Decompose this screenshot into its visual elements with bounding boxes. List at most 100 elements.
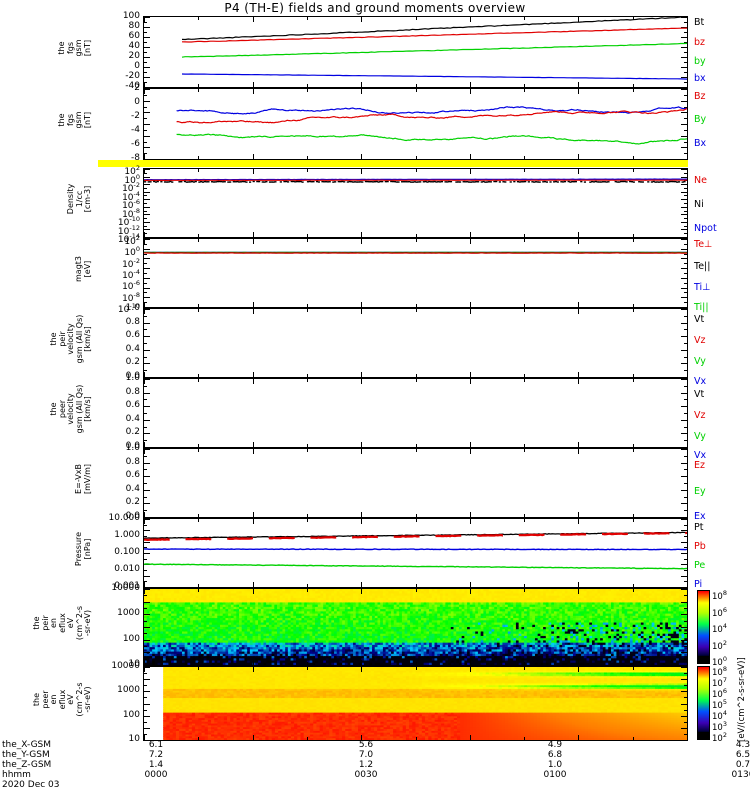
ion-eflux-colorbar: [697, 590, 710, 664]
y-tick-label: 10-10: [117, 302, 140, 315]
electron-eflux-colorbar: [697, 666, 710, 740]
y-tick-label: 0.100: [114, 547, 140, 557]
legend-item-ni: Ni: [694, 199, 704, 210]
yticks-peer-en-eflux: 10000 1000 100 10: [96, 662, 140, 744]
y-tick-label: 0.8: [125, 457, 140, 467]
y-tick-label: 10.000: [108, 513, 141, 523]
y-tick-label: 10-8: [122, 207, 140, 220]
caption-line: [km/s]: [82, 396, 92, 422]
caption-line: eV: [65, 694, 75, 705]
panel-fgs-gsm-nt: [143, 16, 688, 88]
colorbar-unit-label: [eV/(cm^2-s-sr-eV)]: [737, 657, 747, 742]
legend-item-bx: Bx: [694, 138, 707, 149]
panel-peir-velocity: [143, 308, 688, 378]
y-tick-label: 102: [124, 164, 140, 177]
panel-peer-en-eflux: [143, 666, 688, 741]
caption-line: [eV]: [82, 260, 92, 278]
caption-line: Density: [65, 183, 75, 215]
y-tick-label: 80: [128, 21, 140, 31]
colorbar-tick: 108: [712, 589, 727, 602]
legend-item-bt: Bt: [694, 17, 705, 28]
y-tick-label: 0.0: [125, 441, 140, 451]
colorbar-tick: 103: [712, 720, 727, 733]
legend-item-by: By: [694, 114, 707, 125]
y-tick-label: 0.6: [125, 330, 140, 340]
y-tick-label: 0.4: [125, 484, 140, 494]
caption-line: the: [31, 692, 41, 707]
y-tick-label: 100: [122, 11, 140, 21]
caption-line: the: [48, 402, 58, 416]
legend-item-vy: Vy: [694, 356, 706, 367]
y-tick-label: 0.001: [114, 581, 140, 591]
legend-item-ez: Ez: [694, 460, 705, 471]
axis-tick-value: 6.8: [547, 750, 563, 760]
y-tick-label: 20: [128, 51, 140, 61]
highlight-band: [98, 160, 688, 167]
panel-caption: the fgs gsm [nT]: [57, 12, 92, 84]
legend-item-vt: Vt: [694, 314, 705, 325]
axis-tick-value: 7.2: [148, 750, 164, 760]
axis-row-label: the_Y-GSM: [2, 750, 50, 760]
caption-line: [nT]: [82, 111, 92, 129]
axis-tick-value: 4.3: [735, 740, 750, 750]
axis-tick-value: 5.6: [358, 740, 374, 750]
colorbar-tick: 106: [712, 605, 727, 619]
yticks-fgs-gsm-nt-2: 2 0 -2 -4 -6 -8: [96, 84, 140, 163]
colorbar-tick: 104: [712, 709, 727, 722]
y-tick-label: 0.6: [125, 400, 140, 410]
y-tick-label: 100: [124, 173, 140, 186]
colorbar-tick: 100: [712, 655, 727, 668]
y-tick-label: 10: [128, 659, 140, 669]
caption-line: the: [48, 332, 58, 346]
y-tick-label: -4: [131, 125, 140, 135]
panel-density: [143, 168, 688, 238]
legend-item-ey: Ey: [694, 486, 706, 497]
caption-line: [nPa]: [82, 538, 92, 560]
y-tick-label: 1.0: [125, 443, 140, 453]
y-tick-label: 60: [128, 31, 140, 41]
y-tick-label: 10-14: [117, 232, 140, 245]
axis-tick-value: 4.9: [547, 740, 563, 750]
legend-item-vy: Vy: [694, 431, 706, 442]
panel-caption: the peir velocity gsm (All Qs) [km/s]: [48, 304, 93, 374]
legend-item-pb: Pb: [694, 541, 706, 552]
caption-line: [km/s]: [82, 326, 92, 352]
y-tick-label: -8: [131, 153, 140, 163]
yticks-magt3: 102 100 10-2 10-4 10-6 10-8 10-10: [96, 234, 140, 315]
legend-item-ti: Ti⊥: [694, 282, 711, 293]
legend-item-pi: Pi: [694, 579, 703, 590]
legend-item-vx: Vx: [694, 376, 707, 387]
caption-line: velocity: [65, 323, 75, 355]
axis-tick-value: 6.1: [148, 740, 164, 750]
legend-item-bx: bx: [694, 73, 706, 84]
y-tick-label: 102: [124, 234, 140, 247]
caption-line: -sr-eV): [82, 686, 92, 713]
y-tick-label: 0: [134, 97, 140, 107]
legend-item-npot: Npot: [694, 223, 717, 234]
y-tick-label: 40: [128, 41, 140, 51]
legend-item-pe: Pe: [694, 560, 706, 571]
y-tick-label: 0.8: [125, 317, 140, 327]
y-tick-label: 100: [122, 710, 140, 720]
yticks-efield: 1.0 0.8 0.6 0.4 0.2 0.0: [96, 444, 140, 521]
axis-tick-value: 0030: [354, 770, 378, 780]
y-tick-label: 1000: [117, 685, 140, 695]
legend-item-ex: Ex: [694, 511, 706, 522]
caption-line: [mV/m]: [82, 464, 92, 494]
y-tick-label: 1.000: [114, 530, 140, 540]
y-tick-label: 10-10: [117, 215, 140, 228]
y-tick-label: 10-8: [122, 291, 140, 304]
panel-peer-velocity: [143, 378, 688, 448]
axis-tick-value: 0.7: [735, 760, 750, 770]
colorbar-tick: 106: [712, 687, 727, 700]
caption-line: the: [31, 616, 41, 630]
panel-efield: [143, 448, 688, 518]
y-tick-label: -6: [131, 139, 140, 149]
caption-line: eV: [65, 617, 75, 629]
y-tick-label: 10-12: [117, 224, 140, 237]
y-tick-label: -20: [125, 71, 140, 81]
axis-tick-value: 1.4: [148, 760, 164, 770]
panel-caption: Density 1/cc [cm-3]: [65, 164, 93, 234]
y-tick-label: 10000: [111, 661, 140, 671]
caption-line: en: [48, 694, 58, 705]
